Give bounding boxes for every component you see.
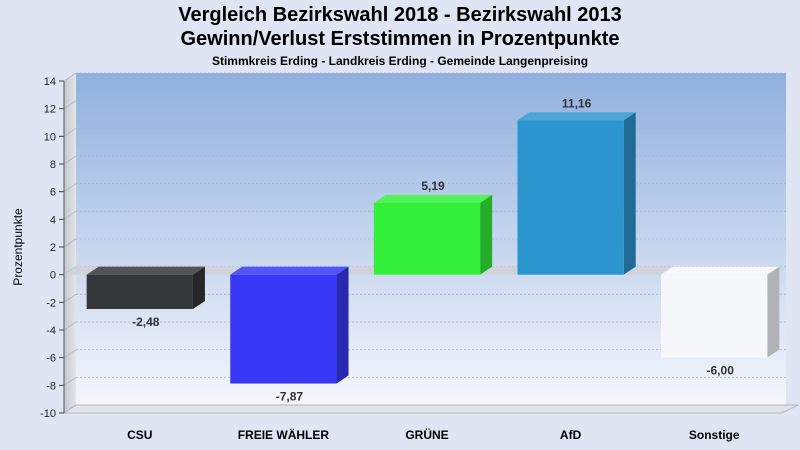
- gridline-side: [63, 211, 77, 220]
- gridline-side: [63, 321, 77, 331]
- bar-top-3: [517, 112, 636, 121]
- chart-title-line-2: Gewinn/Verlust Erststimmen in Prozentpun…: [180, 28, 620, 50]
- y-tick-label: -8: [46, 380, 56, 392]
- x-tick-label-4: Sonstige: [689, 428, 740, 442]
- bar-side-1: [336, 266, 349, 384]
- y-tick-label: -4: [46, 325, 56, 337]
- y-tick-label: -2: [46, 297, 56, 309]
- y-tick-label: 0: [50, 270, 56, 282]
- y-tick-label: 12: [44, 104, 56, 116]
- bar-side-3: [623, 112, 636, 275]
- x-tick-label-3: AfD: [560, 428, 582, 442]
- plot-floor: [62, 404, 799, 414]
- gridline-side: [63, 238, 77, 248]
- bar-0: [86, 274, 193, 309]
- gridline-side: [63, 100, 77, 109]
- x-tick-label-2: GRÜNE: [405, 427, 448, 442]
- gridline-side: [63, 404, 77, 414]
- x-tick-label-1: FREIE WÄHLER: [238, 427, 330, 442]
- data-label-1: -7,87: [276, 390, 304, 404]
- bar-side-2: [480, 194, 493, 275]
- bar-2: [373, 202, 481, 275]
- y-tick-label: 2: [50, 242, 56, 254]
- gridline-side: [63, 155, 77, 165]
- y-tick-label: 10: [44, 131, 56, 143]
- bar-1: [230, 274, 337, 384]
- y-tick-label: -6: [46, 353, 56, 365]
- data-label-4: -6,00: [707, 364, 735, 378]
- gridline-side: [63, 72, 77, 82]
- x-tick-label-0: CSU: [127, 428, 152, 442]
- gridline-side: [63, 183, 77, 192]
- y-tick-label: 14: [44, 76, 56, 88]
- y-tick-label: 6: [50, 187, 56, 199]
- gridline-side: [63, 294, 77, 303]
- y-axis-title: Prozentpunkte: [11, 208, 25, 286]
- y-tick-label: -10: [40, 408, 56, 420]
- chart-subtitle: Stimmkreis Erding - Landkreis Erding - G…: [211, 54, 589, 68]
- y-tick-label: 4: [50, 214, 56, 226]
- gridline-side: [63, 349, 77, 358]
- chart-title-line-1: Vergleich Bezirkswahl 2018 - Bezirkswahl…: [178, 4, 622, 26]
- data-label-2: 5,19: [421, 179, 445, 193]
- bar-top-2: [373, 194, 493, 203]
- data-label-3: 11,16: [562, 96, 592, 110]
- bar-side-0: [192, 266, 205, 309]
- bar-top-0: [86, 266, 205, 275]
- y-tick-label: 8: [50, 159, 56, 171]
- gridline-side: [63, 128, 77, 137]
- gridline-side: [63, 377, 77, 386]
- bar-top-4: [661, 266, 780, 275]
- bar-top-1: [230, 266, 349, 275]
- data-label-0: -2,48: [132, 315, 160, 329]
- bar-side-4: [767, 266, 780, 358]
- bar-3: [517, 120, 624, 275]
- bar-4: [661, 274, 768, 358]
